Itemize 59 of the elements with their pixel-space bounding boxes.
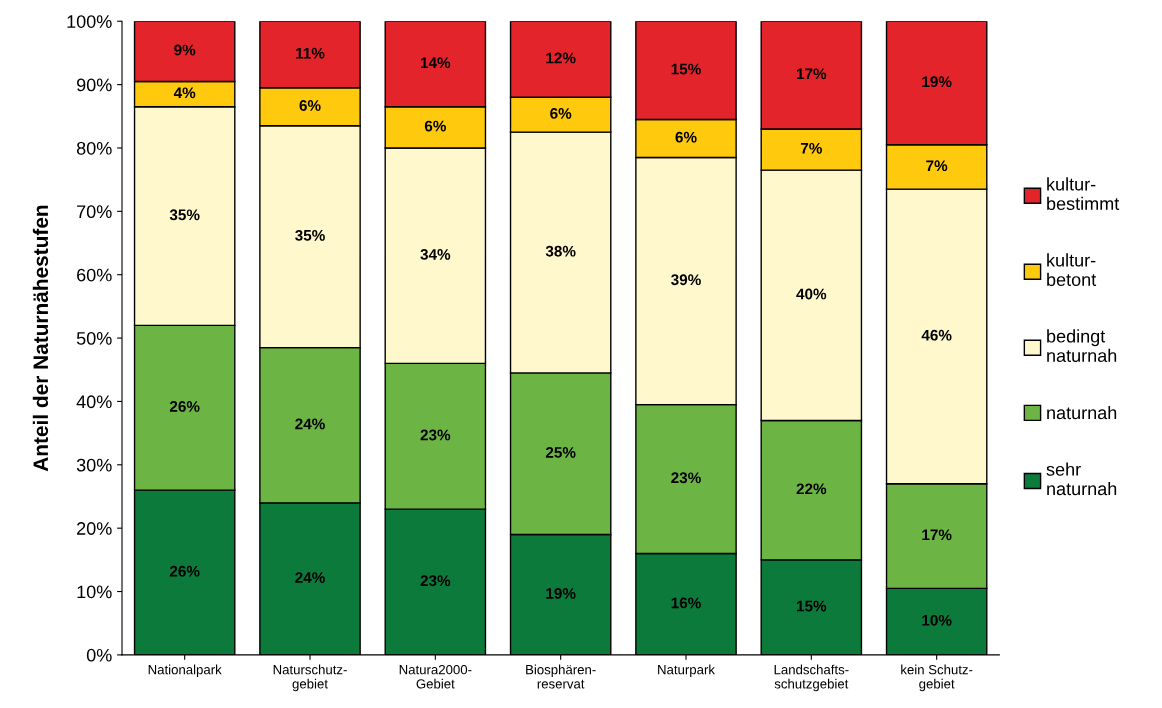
y-tick-label: 50% [76,332,112,345]
x-tick-label: Landschafts- schutzgebiet [774,664,849,692]
data-label: 40% [796,288,827,300]
y-tick-label: 70% [77,205,112,219]
legend-label: bedingt naturnah [1047,329,1117,363]
data-label: 9% [174,44,196,56]
data-label: 38% [545,245,576,257]
y-tick-label: 80% [76,141,112,155]
data-label: 24% [295,572,325,583]
data-label: 17% [922,529,952,541]
data-label: 15% [797,600,827,612]
data-label: 23% [671,472,701,484]
data-label: 39% [671,274,701,286]
data-label: 26% [169,401,200,412]
y-axis-title: Anteil der Naturnähestufen [32,205,49,472]
x-tick-label: Biosphären- reservat [526,664,596,689]
data-label: 6% [299,100,321,111]
data-label: 6% [424,120,446,132]
data-label: 24% [295,418,325,430]
y-tick-label: 40% [76,395,112,409]
legend-label: sehr naturnah [1046,462,1117,496]
y-tick-label: 60% [77,268,112,282]
data-label: 17% [797,68,827,80]
data-label: 25% [545,447,576,458]
data-label: 16% [671,597,701,609]
x-tick-label: Naturpark [658,664,715,677]
legend-label: kultur- bestimmt [1047,177,1120,211]
data-label: 34% [420,248,451,260]
data-label: 23% [420,429,451,441]
data-label: 14% [421,57,451,69]
data-label: 12% [546,52,576,64]
data-label: 35% [295,229,325,241]
data-label: 26% [169,565,200,577]
data-label: 35% [169,209,200,221]
legend-label: kultur- betont [1047,253,1097,287]
data-label: 6% [675,131,697,143]
data-label: 19% [922,76,952,88]
data-label: 11% [296,47,325,59]
data-label: 7% [926,160,948,172]
y-tick-label: 100% [67,15,112,28]
data-label: 22% [796,483,827,495]
data-label: 15% [671,63,701,75]
data-label: 19% [546,587,576,599]
y-tick-label: 0% [86,648,112,662]
data-label: 23% [420,575,451,587]
y-tick-label: 30% [76,458,112,472]
x-tick-label: Natura2000- Gebiet [399,664,472,689]
x-tick-label: Naturschutz- gebiet [273,664,347,692]
y-tick-label: 20% [77,522,112,535]
y-tick-label: 90% [77,78,112,92]
x-tick-label: kein Schutz- gebiet [901,664,973,692]
data-label: 10% [922,614,952,626]
data-label: 7% [800,142,822,154]
data-label: 4% [173,87,196,99]
legend-label: naturnah [1047,405,1117,420]
data-label: 46% [921,329,952,341]
y-tick-label: 10% [77,585,112,599]
data-label: 6% [550,107,572,119]
x-tick-label: Nationalpark [148,664,222,677]
